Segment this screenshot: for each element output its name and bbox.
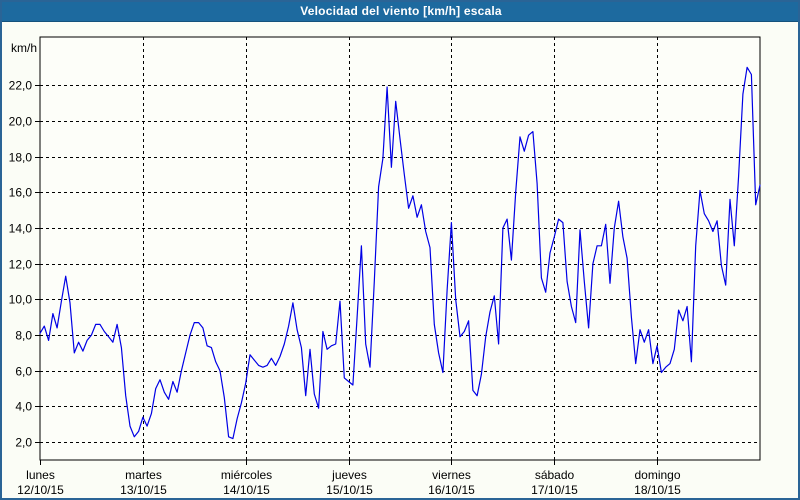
chart-title: Velocidad del viento [km/h] escala <box>300 3 502 18</box>
day-date-label: 16/10/15 <box>428 483 475 497</box>
day-date-label: 13/10/15 <box>120 483 167 497</box>
day-name-label: viernes <box>432 468 471 482</box>
day-date-label: 18/10/15 <box>634 483 681 497</box>
y-tick-label: 4,0 <box>15 400 32 414</box>
day-date-label: 17/10/15 <box>531 483 578 497</box>
day-name-label: martes <box>125 468 162 482</box>
y-tick-label: 6,0 <box>15 365 32 379</box>
y-tick-label: 10,0 <box>9 293 33 307</box>
title-bar: Velocidad del viento [km/h] escala <box>2 2 798 22</box>
day-name-label: sábado <box>535 468 575 482</box>
y-tick-label: 20,0 <box>9 115 33 129</box>
day-date-label: 14/10/15 <box>223 483 270 497</box>
y-tick-label: 22,0 <box>9 79 33 93</box>
y-tick-label: 8,0 <box>15 329 32 343</box>
plot-background <box>40 37 760 460</box>
y-tick-label: 12,0 <box>9 258 33 272</box>
plot-frame <box>39 36 761 461</box>
wind-speed-line <box>39 66 761 440</box>
day-name-label: jueves <box>331 468 367 482</box>
day-name-label: lunes <box>26 468 55 482</box>
y-tick-label: 18,0 <box>9 151 33 165</box>
y-tick-label: 14,0 <box>9 222 33 236</box>
day-name-label: miércoles <box>221 468 272 482</box>
y-axis-unit-label: km/h <box>11 41 37 55</box>
y-tick-label: 16,0 <box>9 186 33 200</box>
y-tick-label: 2,0 <box>15 436 32 450</box>
day-date-label: 15/10/15 <box>326 483 373 497</box>
day-date-label: 12/10/15 <box>17 483 64 497</box>
day-name-label: domingo <box>634 468 680 482</box>
